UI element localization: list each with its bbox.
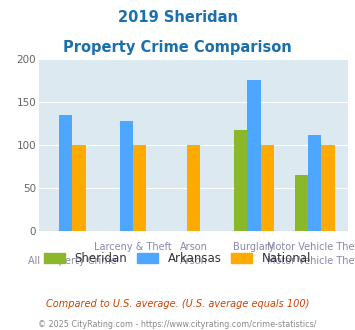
Text: Arson: Arson bbox=[180, 256, 207, 266]
Text: Larceny & Theft: Larceny & Theft bbox=[94, 242, 172, 252]
Text: Property Crime Comparison: Property Crime Comparison bbox=[63, 40, 292, 54]
Bar bbox=[72, 145, 86, 231]
Bar bbox=[295, 175, 308, 231]
Text: © 2025 CityRating.com - https://www.cityrating.com/crime-statistics/: © 2025 CityRating.com - https://www.city… bbox=[38, 320, 317, 329]
Text: Arson: Arson bbox=[180, 242, 207, 252]
Bar bbox=[321, 145, 334, 231]
Text: All Property Crime: All Property Crime bbox=[28, 256, 117, 266]
Bar bbox=[187, 145, 200, 231]
Text: Burglary: Burglary bbox=[233, 242, 275, 252]
Bar bbox=[120, 121, 133, 231]
Bar bbox=[234, 130, 247, 231]
Bar bbox=[133, 145, 146, 231]
Text: Compared to U.S. average. (U.S. average equals 100): Compared to U.S. average. (U.S. average … bbox=[46, 299, 309, 309]
Bar bbox=[59, 115, 72, 231]
Bar bbox=[247, 80, 261, 231]
Text: Motor Vehicle Theft: Motor Vehicle Theft bbox=[267, 242, 355, 252]
Bar bbox=[308, 135, 321, 231]
Bar bbox=[261, 145, 274, 231]
Text: Motor Vehicle Theft: Motor Vehicle Theft bbox=[267, 256, 355, 266]
Legend: Sheridan, Arkansas, National: Sheridan, Arkansas, National bbox=[39, 247, 316, 270]
Text: 2019 Sheridan: 2019 Sheridan bbox=[118, 10, 237, 25]
